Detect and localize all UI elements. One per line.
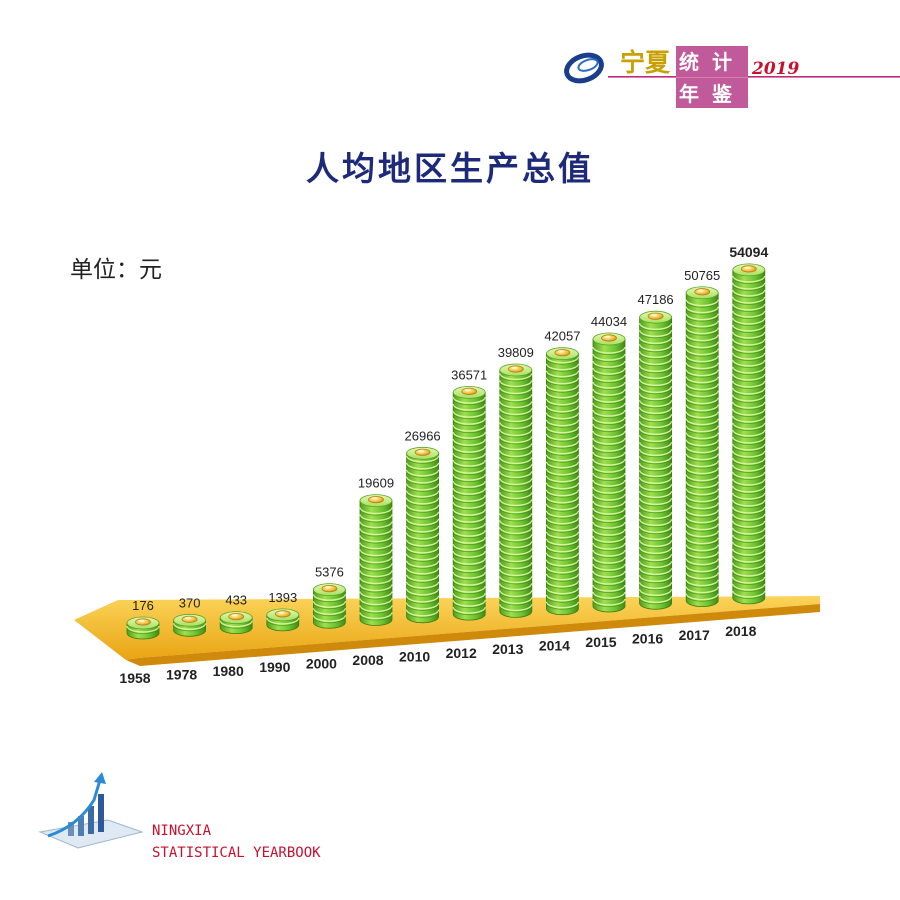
category-label-2015: 2015 — [585, 634, 616, 650]
value-label-2015: 44034 — [591, 314, 627, 329]
bar-stack-2013 — [499, 363, 533, 618]
value-label-2008: 19609 — [358, 476, 394, 491]
category-label-2010: 2010 — [399, 648, 430, 664]
bar-stack-2018 — [732, 263, 766, 605]
value-label-1990: 1393 — [268, 590, 297, 605]
bar-stack-2008 — [359, 494, 393, 626]
yearbook-title-nianjian: 年鉴 — [679, 82, 745, 106]
category-label-1958: 1958 — [119, 670, 150, 686]
category-label-2013: 2013 — [492, 641, 523, 657]
category-label-2012: 2012 — [446, 645, 477, 661]
footer-line-ningxia: NINGXIA — [152, 823, 212, 839]
category-label-1990: 1990 — [259, 659, 290, 675]
yearbook-header-logo: 宁夏 统计 年鉴 2019 — [564, 46, 900, 108]
category-label-2008: 2008 — [352, 652, 383, 668]
category-label-1978: 1978 — [166, 666, 197, 682]
footer-line-statistical-yearbook: STATISTICAL YEARBOOK — [152, 845, 321, 861]
value-label-1978: 370 — [179, 595, 201, 610]
yearbook-title-tongji: 统计 — [679, 50, 745, 74]
yearbook-footer-text: NINGXIA STATISTICAL YEARBOOK — [152, 820, 321, 864]
value-label-2017: 50765 — [684, 268, 720, 283]
chart-title: 人均地区生产总值 — [306, 149, 594, 188]
category-label-2000: 2000 — [306, 656, 337, 672]
yearbook-year: 2019 — [751, 59, 799, 79]
bar-stack-2017 — [685, 286, 719, 607]
unit-label: 单位：元 — [70, 257, 162, 283]
yearbook-title-ningxia: 宁夏 — [620, 48, 671, 77]
category-label-2016: 2016 — [632, 630, 663, 646]
bar-stack-2015 — [592, 332, 626, 613]
value-label-2018: 54094 — [729, 244, 768, 260]
bar-stack-1990 — [266, 608, 300, 632]
category-label-1980: 1980 — [213, 663, 244, 679]
value-label-2000: 5376 — [315, 565, 344, 580]
yearbook-swirl-icon — [564, 52, 604, 84]
bar-stack-2016 — [638, 310, 673, 610]
bar-stack-1958 — [126, 616, 160, 640]
value-label-1958: 176 — [132, 598, 154, 613]
bar-stack-1980 — [219, 611, 253, 634]
value-label-2014: 42057 — [544, 329, 580, 344]
yearbook-growth-chart-icon — [38, 772, 144, 849]
category-label-2014: 2014 — [539, 638, 570, 654]
bar-stack-2014 — [545, 347, 580, 616]
bar-stack-2000 — [312, 583, 347, 629]
value-label-1980: 433 — [225, 593, 247, 608]
category-label-2017: 2017 — [679, 627, 710, 643]
value-label-2016: 47186 — [638, 292, 674, 307]
gold-base-board — [74, 596, 820, 666]
bar-stack-1978 — [172, 613, 207, 637]
bar-stack-2012 — [452, 385, 486, 621]
value-label-2013: 39809 — [498, 345, 534, 360]
value-label-2010: 26966 — [405, 428, 441, 443]
bar-stack-2010 — [405, 446, 440, 624]
category-label-2018: 2018 — [725, 623, 756, 639]
value-label-2012: 36571 — [451, 367, 487, 382]
